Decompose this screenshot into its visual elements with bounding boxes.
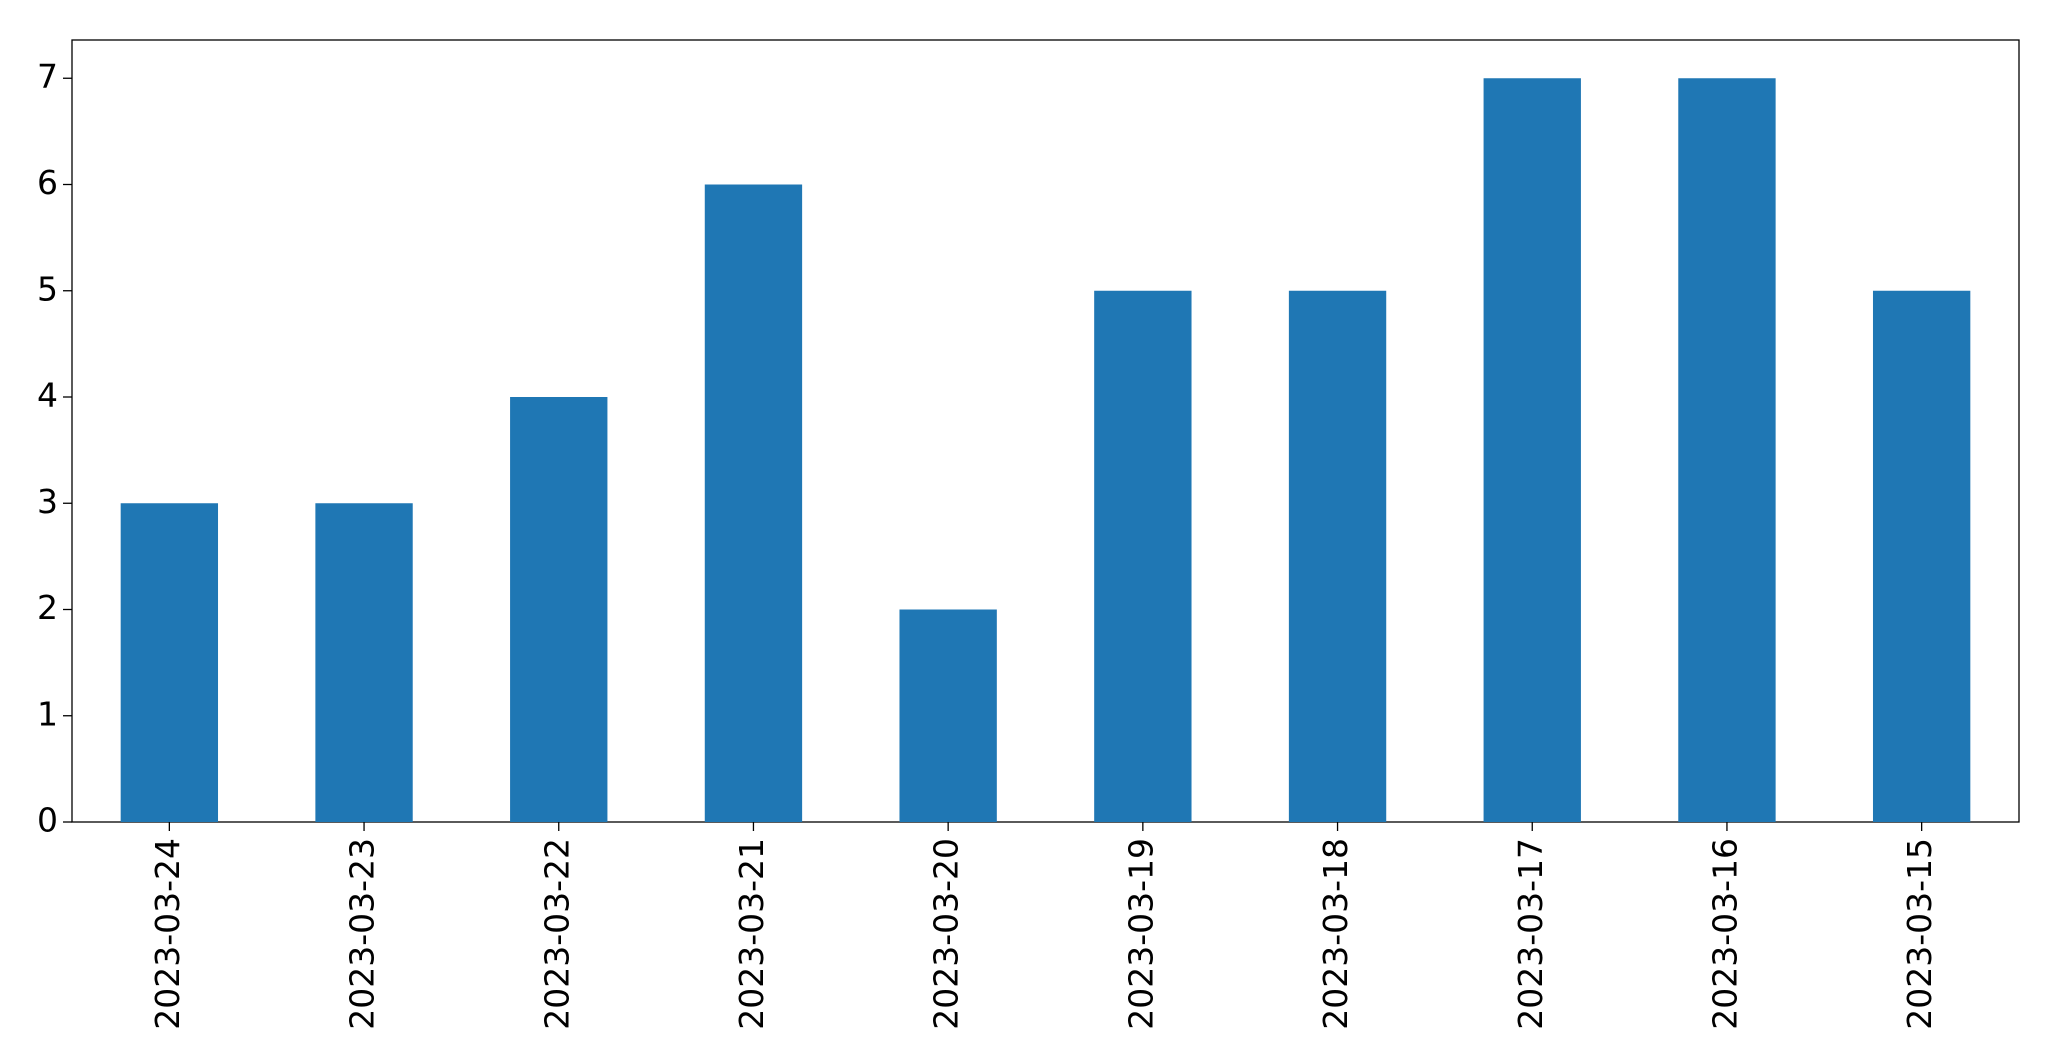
bar xyxy=(510,397,607,822)
y-tick-label: 3 xyxy=(37,482,58,521)
x-tick-label: 2023-03-23 xyxy=(343,838,382,1030)
x-tick-label: 2023-03-15 xyxy=(1900,838,1939,1030)
bar xyxy=(705,185,802,823)
y-tick-label: 7 xyxy=(37,57,58,96)
x-tick-label: 2023-03-20 xyxy=(927,838,966,1030)
x-tick-label: 2023-03-19 xyxy=(1121,838,1160,1030)
x-tick-label: 2023-03-24 xyxy=(148,838,187,1030)
y-tick-label: 1 xyxy=(37,694,58,733)
y-tick-label: 2 xyxy=(37,588,58,627)
bar xyxy=(315,503,412,822)
bar xyxy=(1484,78,1581,822)
x-tick-label: 2023-03-17 xyxy=(1511,838,1550,1030)
bar xyxy=(1289,291,1386,822)
bar xyxy=(1678,78,1775,822)
x-tick-label: 2023-03-21 xyxy=(732,838,771,1030)
y-tick-label: 0 xyxy=(37,801,58,840)
x-tick-label: 2023-03-18 xyxy=(1316,838,1355,1030)
bar xyxy=(1873,291,1970,822)
x-tick-label: 2023-03-22 xyxy=(537,838,576,1030)
bar xyxy=(899,610,996,823)
x-tick-label: 2023-03-16 xyxy=(1705,838,1744,1030)
y-tick-label: 5 xyxy=(37,269,58,308)
y-tick-label: 4 xyxy=(37,376,58,415)
y-tick-label: 6 xyxy=(37,163,58,202)
bar xyxy=(1094,291,1191,822)
bar xyxy=(121,503,218,822)
